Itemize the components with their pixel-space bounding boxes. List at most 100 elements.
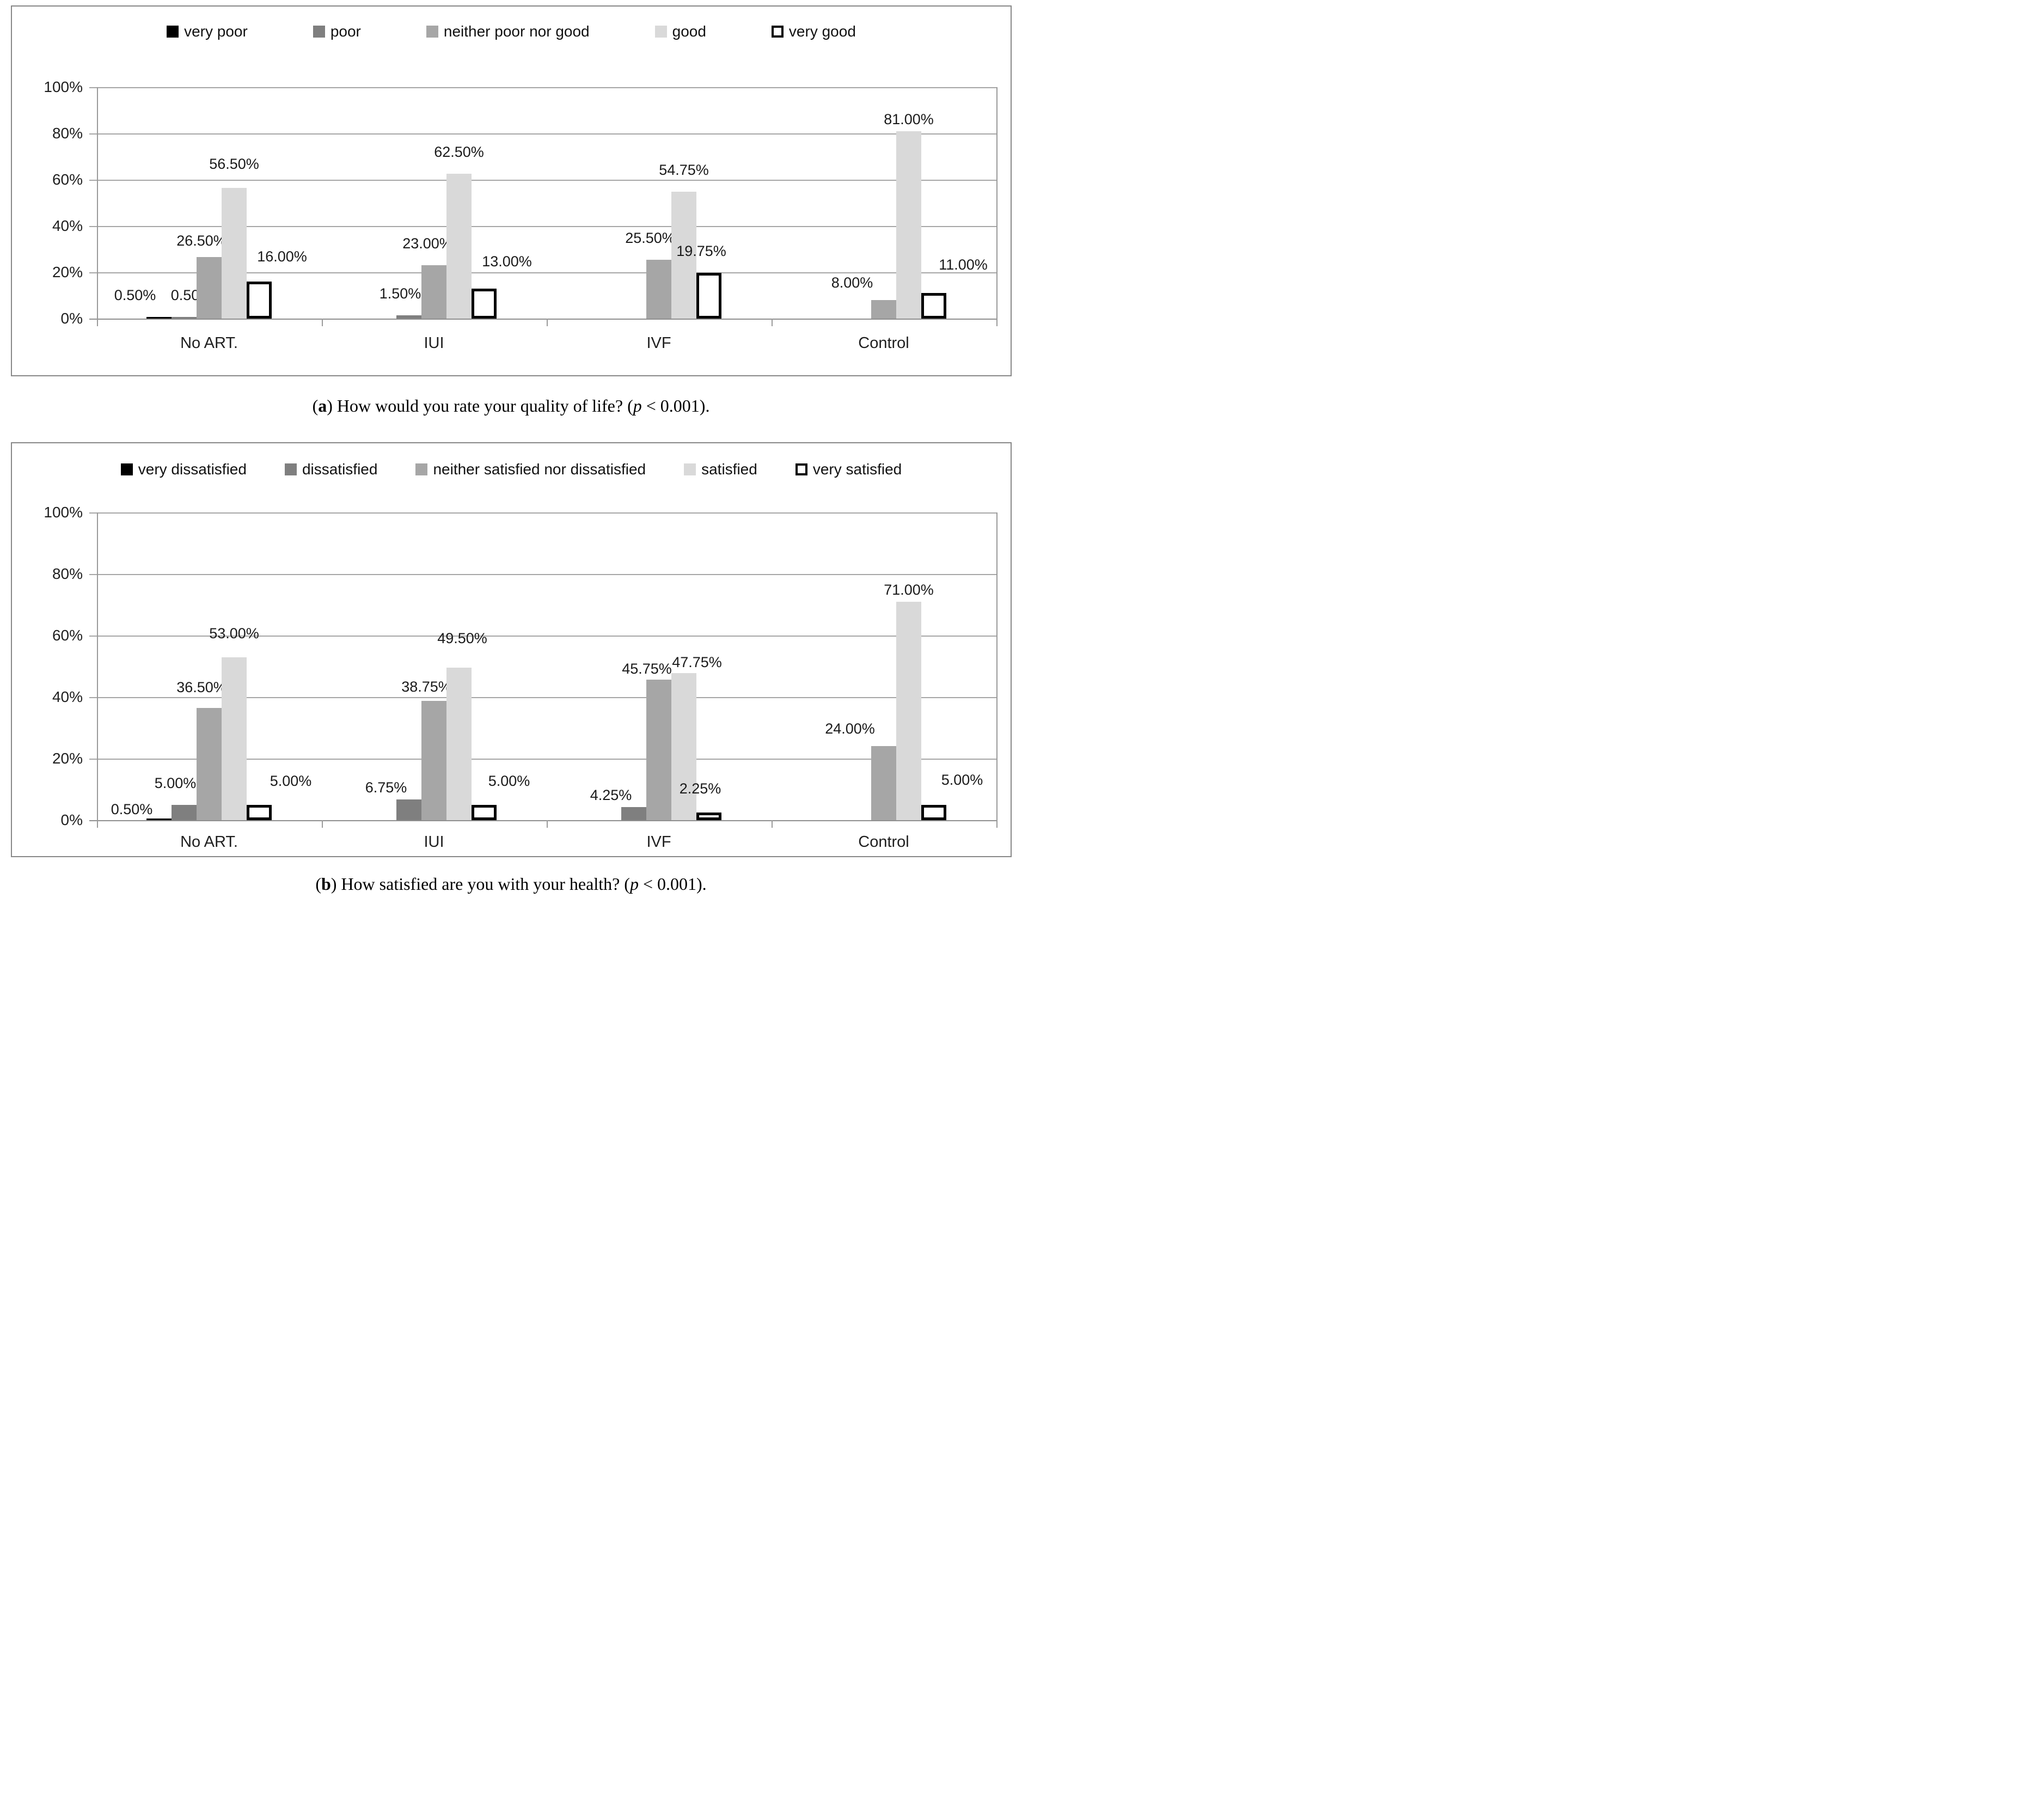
data-label-b-IUI-3: 49.50% <box>437 630 487 646</box>
legend-label: very dissatisfied <box>138 461 247 478</box>
gridline-a-60 <box>89 180 996 181</box>
gridline-a-40 <box>89 226 996 227</box>
data-label-a-Control-2: 8.00% <box>831 274 873 291</box>
legend-swatch-icon <box>313 26 325 38</box>
bar-b-Control-4 <box>921 805 946 820</box>
legend-label: dissatisfied <box>302 461 378 478</box>
bar-a-IUI-1 <box>396 315 421 319</box>
category-label-a-NoART: No ART. <box>180 334 238 352</box>
data-label-a-Control-3: 81.00% <box>884 111 934 127</box>
x-axis-tick-b-3 <box>772 820 773 828</box>
legend-swatch-icon <box>771 26 784 38</box>
bar-a-IVF-4 <box>696 273 721 319</box>
data-label-b-IVF-3: 47.75% <box>672 654 722 670</box>
legend-item-a-4: very good <box>771 23 856 40</box>
y-axis-tick-label: 100% <box>44 504 83 521</box>
bar-a-IVF-2 <box>646 260 671 319</box>
legend-label: neither poor nor good <box>443 23 590 40</box>
caption-a-suffix: ). <box>699 396 710 416</box>
bar-a-IUI-4 <box>472 289 497 319</box>
bar-b-NoART-3 <box>222 657 247 820</box>
bar-b-IVF-3 <box>671 673 696 820</box>
bar-a-IVF-3 <box>671 192 696 319</box>
category-label-b-NoART: No ART. <box>180 833 238 851</box>
caption-a-paren: ( <box>623 396 633 416</box>
data-label-a-NoART-4: 16.00% <box>257 248 307 265</box>
y-axis-tick-label: 100% <box>44 78 83 95</box>
x-axis-tick-b-1 <box>322 820 323 828</box>
category-label-b-Control: Control <box>858 833 909 851</box>
gridline-a-100 <box>89 87 996 88</box>
bar-b-NoART-2 <box>197 708 222 820</box>
legend-label: satisfied <box>701 461 757 478</box>
bar-a-NoART-0 <box>146 317 172 319</box>
y-axis-tick-label: 0% <box>60 310 83 327</box>
legend-item-b-2: neither satisfied nor dissatisfied <box>415 461 646 478</box>
gridline-b-0 <box>89 820 996 821</box>
legend-item-a-0: very poor <box>167 23 248 40</box>
caption-b-mid: ) <box>331 874 341 894</box>
legend-item-a-1: poor <box>313 23 361 40</box>
category-label-a-IUI: IUI <box>424 334 444 352</box>
x-axis-tick-b-2 <box>547 820 548 828</box>
y-axis-tick-label: 40% <box>52 217 83 234</box>
y-axis-tick-label: 60% <box>52 171 83 188</box>
y-axis-tick-label: 80% <box>52 565 83 582</box>
legend-a: very poor poor neither poor nor good good ve… <box>22 23 1001 40</box>
caption-b-p-value: < 0.001 <box>638 874 696 894</box>
x-axis-tick-a-4 <box>996 319 997 326</box>
gridline-a-0 <box>89 319 996 320</box>
legend-swatch-icon <box>415 463 428 475</box>
gridline-b-20 <box>89 759 996 760</box>
caption-b-question: How satisfied are you with your health? <box>341 874 620 894</box>
gridline-b-100 <box>89 512 996 514</box>
legend-swatch-icon <box>654 26 667 38</box>
data-label-a-NoART-0: 0.50% <box>114 287 156 303</box>
legend-swatch-icon <box>795 463 807 475</box>
data-label-b-IUI-2: 38.75% <box>401 679 451 695</box>
data-label-b-NoART-4: 5.00% <box>270 773 312 789</box>
caption-a-question: How would you rate your quality of life? <box>336 396 623 416</box>
data-label-a-IVF-4: 19.75% <box>676 243 726 259</box>
bar-b-IUI-3 <box>446 668 472 820</box>
legend-b: very dissatisfied dissatisfied neither sat… <box>22 461 1001 478</box>
data-label-b-IUI-4: 5.00% <box>488 773 530 789</box>
legend-item-a-2: neither poor nor good <box>426 23 590 40</box>
caption-a-tag: a <box>318 396 327 416</box>
legend-swatch-icon <box>120 463 133 475</box>
gridline-b-80 <box>89 574 996 575</box>
caption-a: (a) How would you rate your quality of l… <box>0 395 1022 416</box>
bar-a-IUI-3 <box>446 174 472 319</box>
bar-a-Control-2 <box>871 300 896 319</box>
legend-label: poor <box>330 23 361 40</box>
legend-swatch-icon <box>167 26 179 38</box>
plot-right-line-a <box>996 87 997 319</box>
data-label-b-NoART-1: 5.00% <box>154 775 197 791</box>
legend-label: good <box>672 23 706 40</box>
data-label-b-IVF-1: 4.25% <box>590 787 632 803</box>
caption-a-mid: ) <box>327 396 337 416</box>
bar-b-IUI-4 <box>472 805 497 820</box>
y-axis-tick-label: 20% <box>52 264 83 280</box>
x-axis-tick-a-2 <box>547 319 548 326</box>
plot-right-line-b <box>996 512 997 820</box>
bar-b-IUI-1 <box>396 799 421 820</box>
legend-item-b-3: satisfied <box>684 461 757 478</box>
caption-b-paren: ( <box>620 874 630 894</box>
x-axis-tick-a-3 <box>772 319 773 326</box>
bar-a-NoART-1 <box>172 317 197 319</box>
legend-label: very poor <box>184 23 248 40</box>
legend-item-b-1: dissatisfied <box>284 461 378 478</box>
bar-b-IUI-2 <box>421 701 446 820</box>
caption-a-p-value: < 0.001 <box>641 396 700 416</box>
category-label-a-Control: Control <box>858 334 909 352</box>
caption-b-suffix: ). <box>696 874 707 894</box>
caption-a-prefix: ( <box>312 396 319 416</box>
legend-label: neither satisfied nor dissatisfied <box>433 461 646 478</box>
bar-b-IVF-4 <box>696 813 721 820</box>
y-axis-tick-label: 80% <box>52 125 83 142</box>
data-label-b-Control-3: 71.00% <box>884 582 934 598</box>
y-axis-line-a <box>97 87 98 326</box>
legend-swatch-icon <box>684 463 696 475</box>
legend-item-b-0: very dissatisfied <box>120 461 247 478</box>
